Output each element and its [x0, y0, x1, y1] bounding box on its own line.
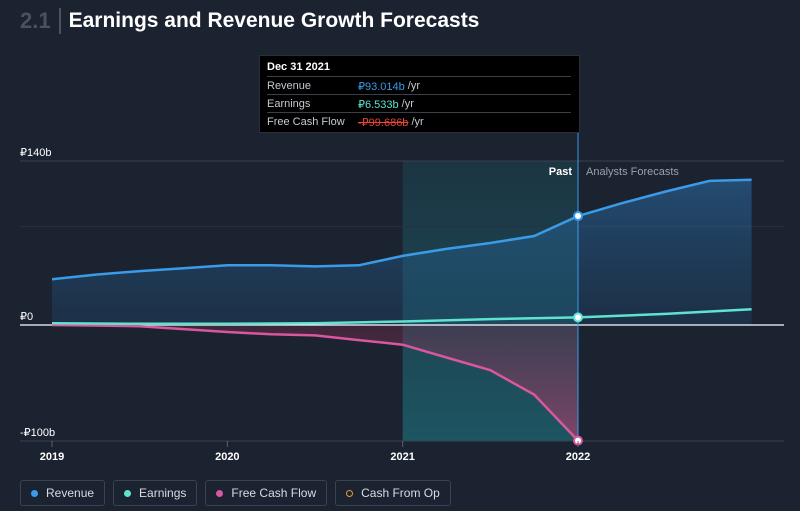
- section-number: 2.1: [20, 8, 51, 33]
- growth-forecast-chart[interactable]: Past Analysts Forecasts ₽140b ₽0 -₽100b 2019 2…: [0, 0, 800, 475]
- tooltip-value: ₽6.533b: [358, 98, 399, 111]
- tooltip-row-earnings: Earnings ₽6.533b /yr: [267, 94, 571, 113]
- tooltip-row-free-cash-flow: Free Cash Flow -₽99.686b /yr: [267, 112, 571, 131]
- analysts-forecasts-label: Analysts Forecasts: [586, 166, 679, 178]
- tooltip-unit: /yr: [411, 116, 424, 128]
- tooltip-label: Free Cash Flow: [267, 116, 345, 128]
- chart-tooltip: Dec 31 2021 Revenue ₽93.014b /yr Earning…: [259, 55, 580, 133]
- free-cash-flow-line: [51, 323, 579, 442]
- earnings-dot-icon: [124, 489, 132, 497]
- legend-item-cash-from-op[interactable]: Cash From Op: [335, 480, 451, 506]
- past-label: Past: [549, 166, 573, 178]
- header-divider: [58, 8, 61, 34]
- revenue-area: [52, 179, 752, 325]
- revenue-marker: [573, 211, 583, 222]
- tooltip-value: -₽99.686b: [358, 116, 409, 129]
- x-tick-label: 2022: [566, 451, 590, 463]
- free-cash-flow-dot-icon: [216, 489, 224, 497]
- section-header: 2.1 Earnings and Revenue Growth Forecast…: [20, 6, 479, 36]
- y-tick-label: ₽0: [20, 311, 33, 323]
- y-tick-label: -₽100b: [20, 427, 55, 439]
- revenue-dot-icon: [31, 489, 38, 497]
- earnings-line: [51, 307, 752, 326]
- free-cash-flow-area: [52, 325, 578, 441]
- legend-item-earnings[interactable]: Earnings: [113, 480, 198, 506]
- earnings-marker: [573, 312, 583, 323]
- tooltip-value: ₽93.014b: [358, 80, 405, 93]
- tooltip-row-revenue: Revenue ₽93.014b /yr: [267, 76, 571, 95]
- legend-label: Earnings: [139, 486, 187, 500]
- tooltip-label: Revenue: [267, 80, 312, 92]
- tooltip-unit: /yr: [407, 80, 420, 92]
- y-tick-label: ₽140b: [20, 147, 51, 159]
- x-tick-label: 2019: [40, 451, 64, 463]
- tooltip-unit: /yr: [401, 98, 414, 110]
- x-tick-label: 2020: [215, 451, 239, 463]
- tooltip-label: Earnings: [267, 98, 311, 110]
- tooltip-date: Dec 31 2021: [267, 61, 330, 73]
- page-title: Earnings and Revenue Growth Forecasts: [68, 9, 480, 32]
- cash-from-op-ring-icon: [346, 489, 354, 497]
- legend-item-free-cash-flow[interactable]: Free Cash Flow: [205, 480, 328, 506]
- chart-legend: Revenue Earnings Free Cash Flow Cash Fro…: [20, 480, 451, 508]
- legend-label: Free Cash Flow: [231, 486, 317, 500]
- revenue-line: [51, 178, 752, 281]
- legend-label: Revenue: [46, 486, 95, 500]
- x-tick-label: 2021: [390, 451, 414, 463]
- legend-item-revenue[interactable]: Revenue: [20, 480, 106, 506]
- legend-label: Cash From Op: [361, 486, 440, 500]
